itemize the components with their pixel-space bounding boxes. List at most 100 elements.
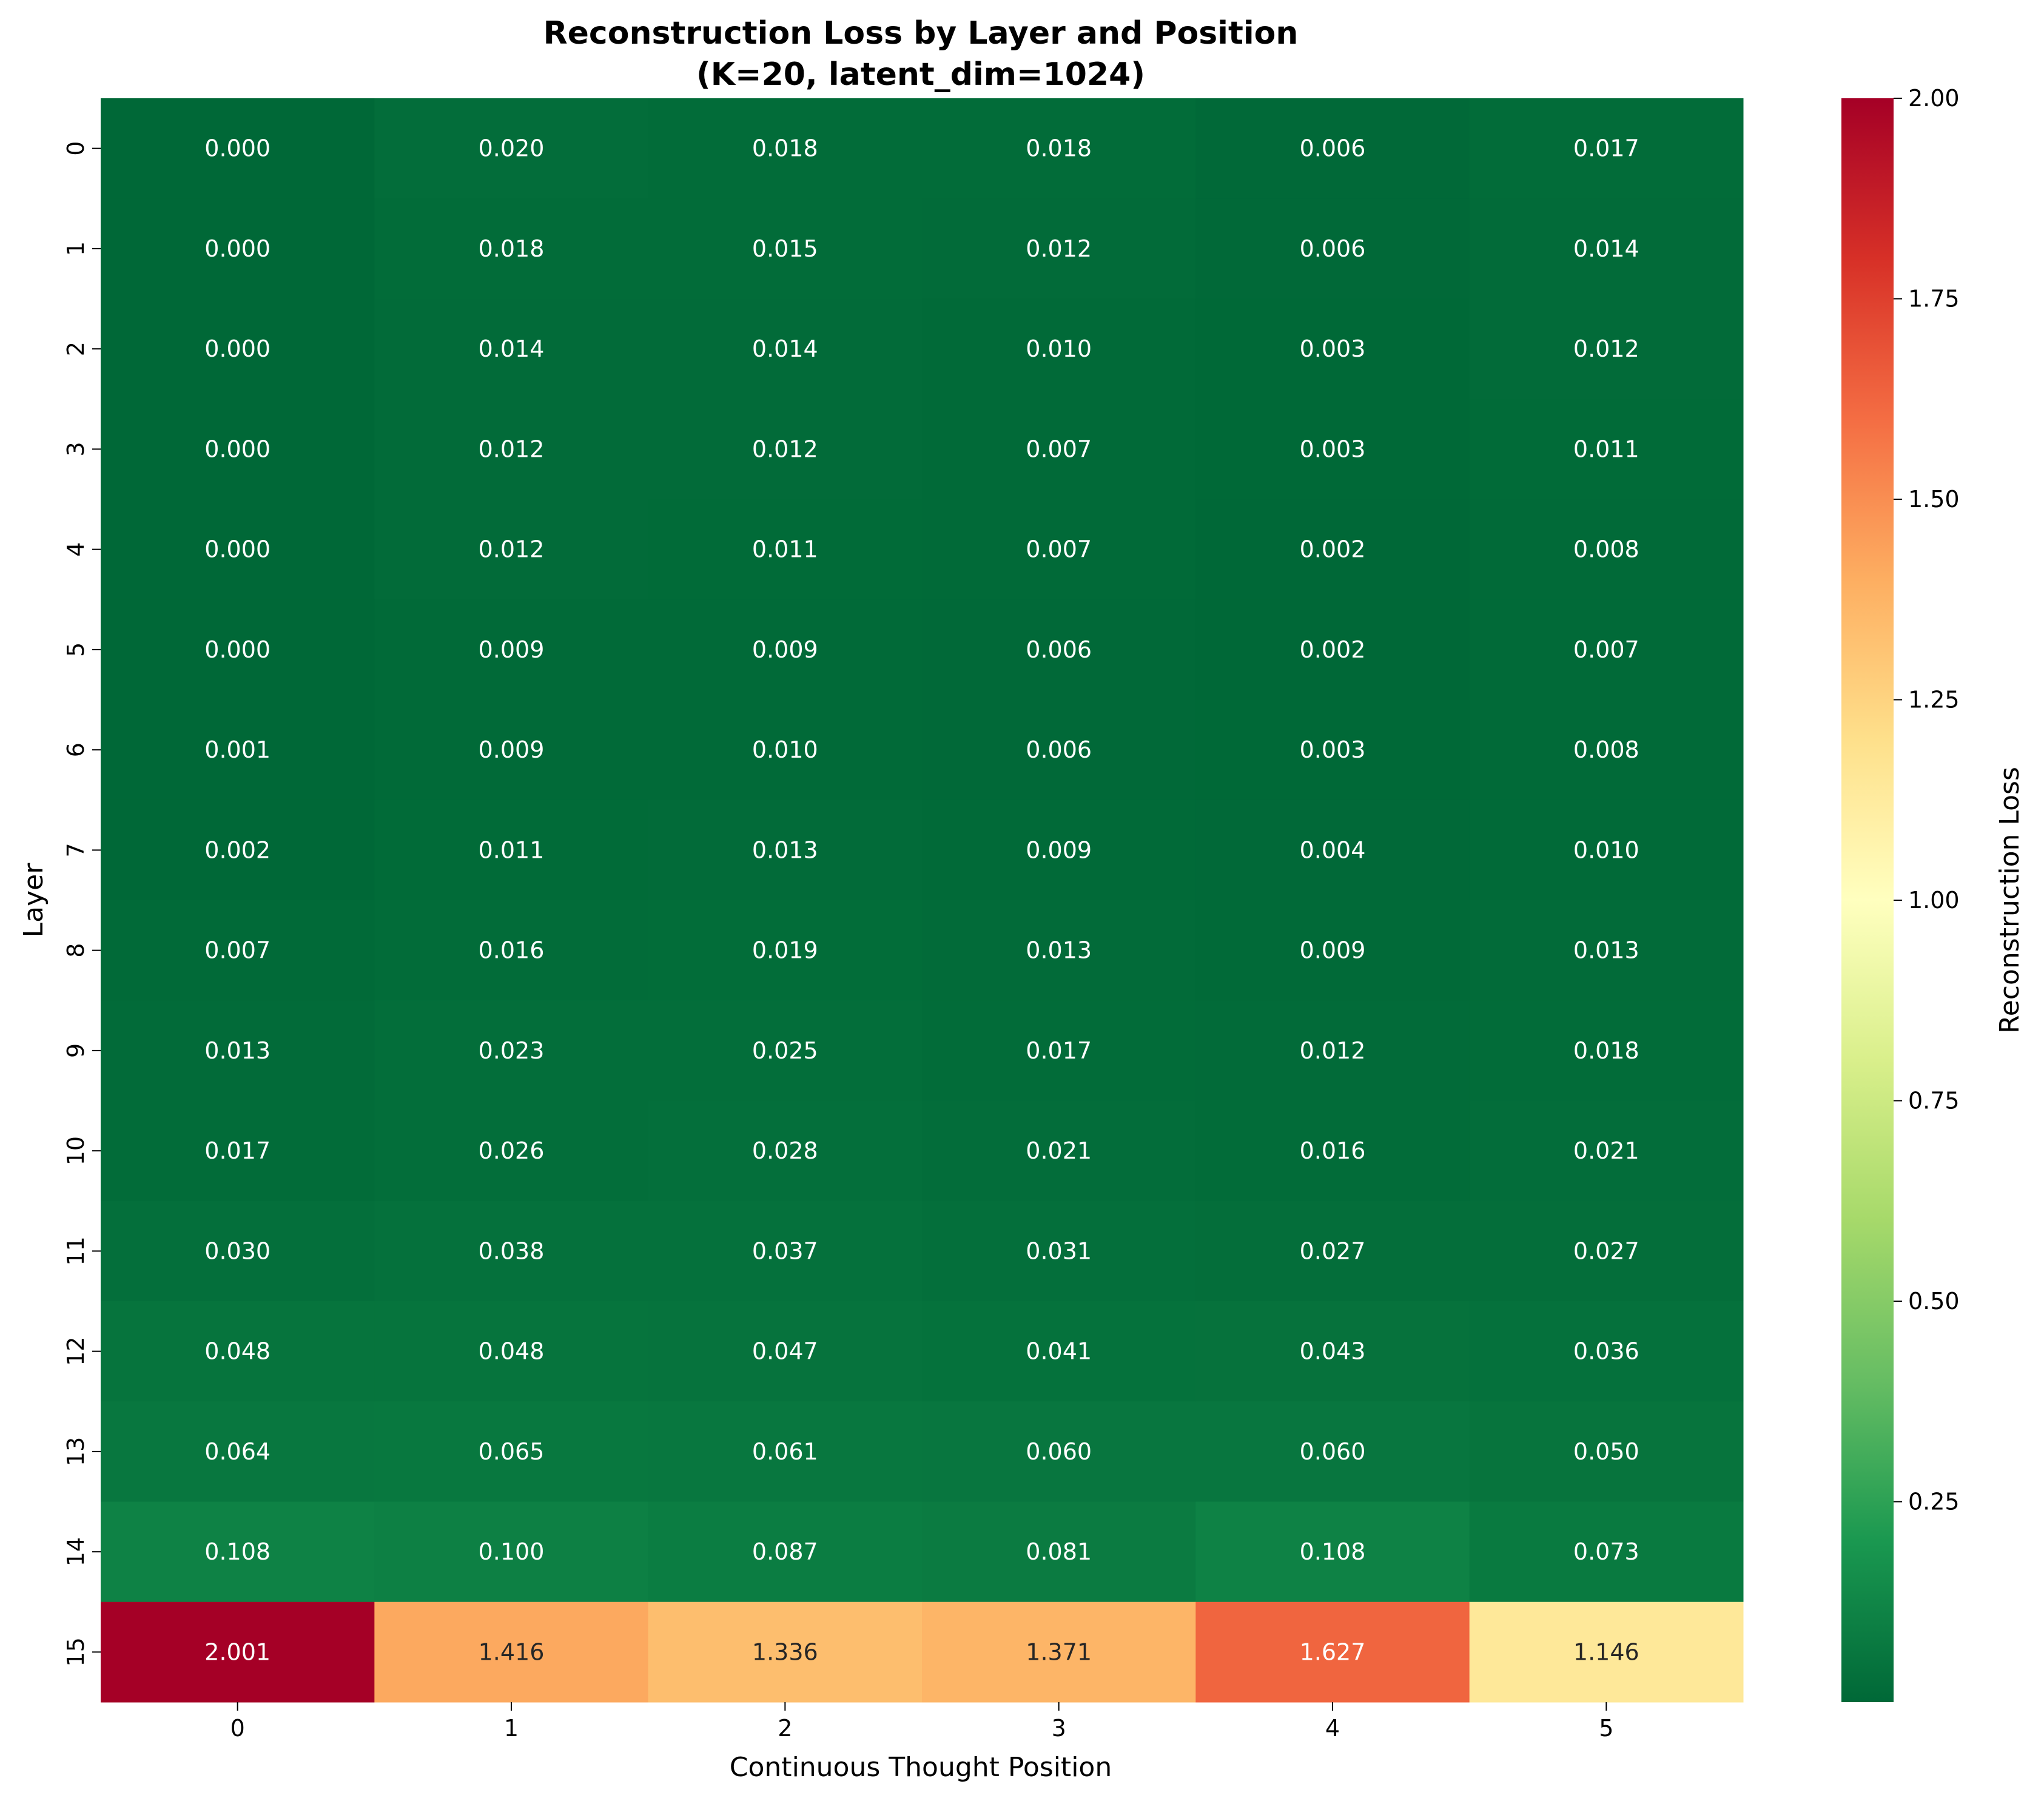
heatmap-cell <box>101 499 375 600</box>
heatmap-cell <box>1469 499 1744 600</box>
heatmap-cell <box>101 399 375 500</box>
cell-value-label: 0.015 <box>752 235 818 262</box>
heatmap-cell <box>922 900 1196 1001</box>
heatmap-cell <box>374 1301 649 1402</box>
heatmap-cell <box>648 399 923 500</box>
cell-value-label: 0.007 <box>1573 636 1639 663</box>
heatmap-cell <box>922 1100 1196 1202</box>
heatmap-cell <box>1195 198 1470 299</box>
heatmap-cell <box>648 1000 923 1101</box>
y-tick-label: 0 <box>62 141 89 156</box>
chart-subtitle: (K=20, latent_dim=1024) <box>696 56 1145 93</box>
x-tick-label: 0 <box>230 1715 245 1742</box>
y-tick-label: 11 <box>62 1236 89 1265</box>
heatmap-cell <box>374 900 649 1001</box>
heatmap-cell <box>374 399 649 500</box>
heatmap-cell <box>922 1601 1196 1703</box>
y-tick-label: 15 <box>62 1637 89 1666</box>
cell-value-label: 0.014 <box>752 335 818 362</box>
cell-value-label: 0.011 <box>752 536 818 563</box>
heatmap-cell <box>101 1601 375 1703</box>
colorbar-tick-label: 0.25 <box>1908 1489 1960 1515</box>
cell-value-label: 0.010 <box>752 736 818 763</box>
heatmap-cell <box>374 1200 649 1302</box>
heatmap-cell <box>101 198 375 299</box>
y-tick-label: 6 <box>62 742 89 757</box>
cell-value-label: 0.002 <box>204 837 271 863</box>
heatmap-cell <box>1469 1000 1744 1101</box>
cell-value-label: 0.000 <box>204 436 271 462</box>
cell-value-label: 0.018 <box>1026 135 1092 162</box>
heatmap-cell <box>374 98 649 199</box>
cell-value-label: 1.416 <box>479 1638 545 1665</box>
heatmap-cell <box>648 1401 923 1502</box>
y-tick-label: 2 <box>62 342 89 356</box>
heatmap-cell <box>922 1000 1196 1101</box>
colorbar-gradient <box>1841 98 1894 1702</box>
cell-value-label: 0.009 <box>1300 937 1366 964</box>
heatmap-cell <box>1195 499 1470 600</box>
heatmap-cell <box>101 900 375 1001</box>
heatmap-cell <box>648 1501 923 1603</box>
y-tick-label: 8 <box>62 943 89 958</box>
cell-value-label: 0.081 <box>1026 1538 1092 1565</box>
cell-value-label: 0.012 <box>1026 235 1092 262</box>
heatmap-cell <box>1469 198 1744 299</box>
heatmap-cell <box>1469 699 1744 801</box>
cell-value-label: 0.050 <box>1573 1438 1639 1465</box>
heatmap-cell <box>648 98 923 199</box>
cell-value-label: 0.012 <box>1573 335 1639 362</box>
heatmap-cell <box>374 1401 649 1502</box>
cell-value-label: 0.003 <box>1300 736 1366 763</box>
cell-value-label: 1.336 <box>752 1638 818 1665</box>
cell-value-label: 0.027 <box>1573 1237 1639 1264</box>
cell-value-label: 0.010 <box>1026 335 1092 362</box>
heatmap-cell <box>1195 98 1470 199</box>
heatmap-cell <box>374 499 649 600</box>
cell-value-label: 0.016 <box>1300 1137 1366 1164</box>
heatmap-cell <box>1195 599 1470 700</box>
cell-value-label: 0.000 <box>204 335 271 362</box>
heatmap-cell <box>374 298 649 400</box>
cell-value-label: 0.060 <box>1300 1438 1366 1465</box>
heatmap-cell <box>1195 1601 1470 1703</box>
heatmap-cell <box>374 1501 649 1603</box>
heatmap-cell <box>374 198 649 299</box>
heatmap-cell <box>101 1301 375 1402</box>
heatmap-cell <box>374 1601 649 1703</box>
x-tick-label: 1 <box>504 1715 519 1742</box>
colorbar: 0.25 0.50 0.75 1.00 1.25 1.50 1.75 2.00 <box>1841 85 1960 1702</box>
cell-value-label: 0.000 <box>204 235 271 262</box>
colorbar-tick-label: 1.50 <box>1908 486 1960 513</box>
cell-value-label: 0.026 <box>479 1137 545 1164</box>
cell-value-label: 0.017 <box>1026 1037 1092 1064</box>
cell-value-label: 0.008 <box>1573 736 1639 763</box>
cell-value-label: 1.371 <box>1026 1638 1092 1665</box>
heatmap-cell <box>648 1200 923 1302</box>
heatmap-cell <box>101 800 375 901</box>
cell-value-label: 0.009 <box>752 636 818 663</box>
cell-value-label: 0.021 <box>1573 1137 1639 1164</box>
cell-value-label: 0.003 <box>1300 436 1366 462</box>
x-tick-label: 4 <box>1325 1715 1340 1742</box>
cell-value-label: 0.016 <box>479 937 545 964</box>
cell-value-label: 0.001 <box>204 736 271 763</box>
heatmap-cell <box>101 1200 375 1302</box>
heatmap-cell <box>1469 98 1744 199</box>
cell-value-label: 0.006 <box>1026 636 1092 663</box>
y-tick-label: 3 <box>62 442 89 456</box>
cell-value-label: 0.020 <box>479 135 545 162</box>
heatmap-cell <box>648 198 923 299</box>
heatmap-cell <box>1469 298 1744 400</box>
y-tick-label: 10 <box>62 1136 89 1165</box>
cell-value-label: 0.006 <box>1300 235 1366 262</box>
heatmap-cell <box>101 599 375 700</box>
cell-value-label: 0.017 <box>1573 135 1639 162</box>
heatmap-cells: 0.000 0.020 0.018 0.018 0.006 0.017 0.000 0.018… <box>101 98 1744 1703</box>
cell-value-label: 0.000 <box>204 636 271 663</box>
cell-value-label: 0.004 <box>1300 837 1366 863</box>
heatmap-cell <box>374 1100 649 1202</box>
x-tick-label: 3 <box>1052 1715 1066 1742</box>
heatmap-cell <box>1195 1501 1470 1603</box>
